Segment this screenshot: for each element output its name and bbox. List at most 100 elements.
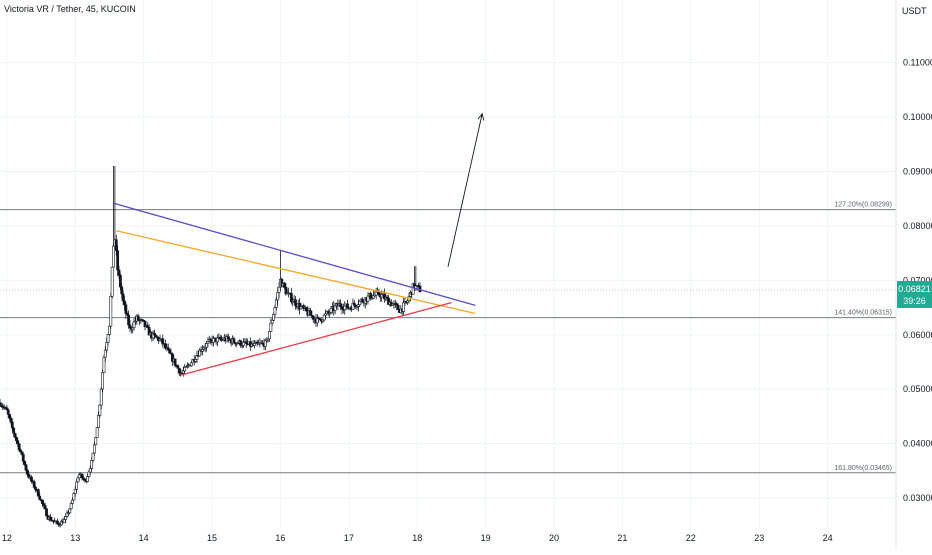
candle-body	[294, 299, 297, 306]
candle-body	[358, 301, 362, 306]
candle-body	[283, 282, 286, 288]
candle-body	[98, 404, 102, 416]
candle-body	[272, 313, 275, 321]
fib-level-label: 161.80%(0.03465)	[834, 465, 892, 472]
candle-body	[75, 481, 79, 490]
candle-body	[56, 520, 59, 524]
candle-body	[43, 505, 47, 510]
candle-body	[346, 303, 349, 309]
candle-body	[94, 437, 98, 446]
candle-body	[136, 315, 140, 321]
candle-body	[232, 338, 236, 343]
candle-body	[8, 414, 11, 419]
candle-body	[90, 460, 94, 469]
candle-body	[227, 336, 230, 340]
candle-body	[273, 307, 277, 315]
x-tick-label: 13	[70, 533, 80, 543]
candle-body	[116, 250, 120, 271]
projection-arrow-head	[477, 112, 485, 121]
candle-body	[120, 286, 124, 295]
candle-body	[274, 299, 278, 308]
candle-body	[329, 308, 333, 313]
x-tick-label: 19	[481, 533, 491, 543]
projection-arrow[interactable]	[447, 113, 483, 267]
candle-body	[71, 499, 74, 504]
candles	[0, 166, 422, 528]
candle-body	[103, 349, 107, 358]
candle-body	[322, 314, 326, 321]
candle-body	[10, 421, 14, 429]
candle-body	[30, 476, 33, 482]
candle-body	[36, 489, 40, 497]
candle-body	[239, 340, 243, 346]
currency-unit: USDT	[902, 6, 927, 16]
x-tick-label: 20	[549, 533, 559, 543]
candle-body	[13, 433, 17, 438]
candle-body	[24, 464, 28, 471]
candle-body	[194, 359, 198, 362]
candle-body	[105, 342, 109, 351]
candle-body	[72, 493, 76, 501]
candle-body	[109, 296, 113, 327]
candle-body	[91, 452, 95, 461]
fib-level-label: 141.40%(0.06315)	[834, 310, 892, 317]
candle-body	[161, 338, 165, 345]
candle-body	[64, 516, 68, 520]
candle-body	[132, 321, 136, 328]
candle-body	[127, 314, 130, 326]
candle-body	[68, 508, 72, 514]
candle-body	[402, 302, 405, 312]
upper-trendline[interactable]	[112, 202, 476, 306]
candle-body	[15, 437, 18, 441]
candle-body	[110, 266, 114, 297]
candle-body	[108, 325, 111, 335]
candle-body	[21, 454, 25, 462]
candle-body	[190, 362, 193, 367]
candle-body	[340, 306, 344, 310]
candle-body	[128, 324, 132, 329]
candle-body	[305, 307, 308, 312]
candle-body	[339, 303, 343, 308]
candle-body	[99, 388, 103, 406]
candle-body	[333, 305, 337, 311]
candle-body	[97, 415, 100, 428]
x-tick-label: 18	[412, 533, 422, 543]
candle-body	[102, 356, 106, 373]
middle-trendline[interactable]	[116, 230, 476, 315]
candle-body	[41, 499, 44, 504]
candle-body	[177, 367, 181, 374]
candle-body	[173, 358, 177, 366]
candle-body	[121, 293, 125, 302]
candle-body	[253, 343, 256, 346]
candle-body	[92, 444, 96, 454]
candle-body	[205, 343, 208, 348]
candle-body	[123, 300, 126, 306]
lower-trendline[interactable]	[181, 302, 452, 376]
grid-layer	[0, 0, 896, 528]
candle-body	[124, 304, 128, 314]
fib-level-label: 127.20%(0.08299)	[834, 202, 892, 209]
candle-body	[16, 440, 20, 445]
candle-body	[101, 372, 104, 390]
candle-body	[6, 409, 10, 415]
candle-body	[23, 460, 27, 466]
candle-body	[38, 495, 42, 500]
candle-body	[106, 334, 110, 343]
x-axis[interactable]: 12 13 14 15 16 17 18 19 20 21 22 23 24	[2, 533, 833, 543]
x-tick-label: 12	[2, 533, 12, 543]
fib-levels: 127.20%(0.08299) 141.40%(0.06315) 161.80%(…	[0, 202, 896, 474]
trendlines[interactable]	[112, 112, 485, 376]
candle-body	[117, 269, 121, 276]
candle-body	[12, 427, 16, 434]
x-tick-label: 23	[754, 533, 764, 543]
candle-body	[62, 519, 66, 524]
candle-body	[276, 292, 280, 301]
